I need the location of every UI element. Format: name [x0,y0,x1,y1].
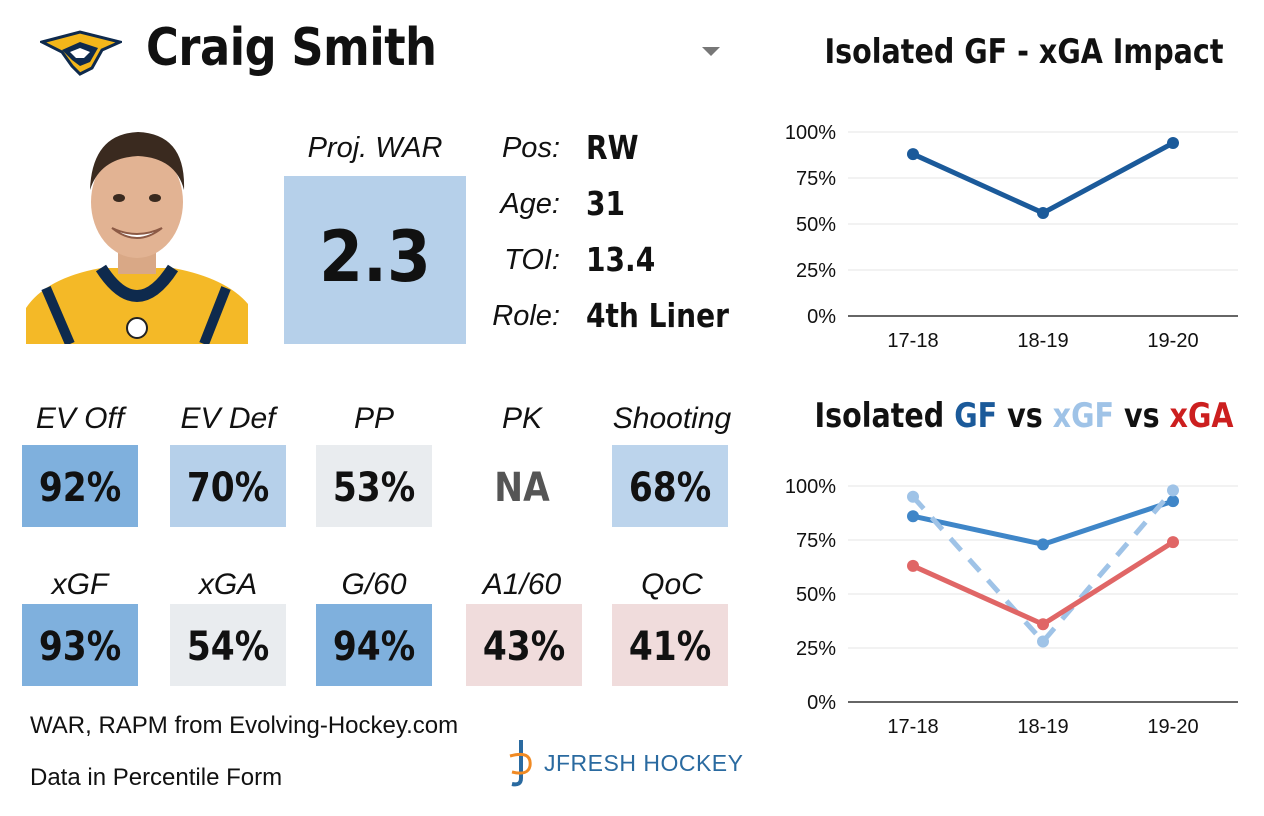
stat-value-ev-off: 92% [38,465,122,511]
info-value-age: 31 [586,184,626,223]
stat-label-ev-def: EV Def [180,402,276,435]
team-logo [40,30,122,76]
stat-label-ev-off: EV Off [35,402,125,435]
chart2-ytick-label: 50% [796,584,836,606]
stat-box-ev-off: 92% [22,445,138,527]
info-value-role: 4th Liner [586,296,729,335]
chart2-data-point [1167,536,1179,549]
stat-value-g60: 94% [332,624,416,670]
chart2-xtick-label: 17-18 [887,716,938,738]
chart1-data-point [907,148,919,161]
stat-value-ev-def: 70% [186,465,270,511]
stat-label-pk: PK [501,402,543,435]
player-dropdown-chevron-icon[interactable] [702,47,720,56]
info-label-age: Age: [500,188,560,220]
stat-box-a160: 43% [466,604,582,686]
chart1-xtick-label: 17-18 [887,330,938,352]
chart2-data-point [1167,484,1179,497]
stat-box-pk: NA [464,445,580,527]
chart1-ytick-label: 50% [796,214,836,236]
stat-label-xgf: xGF [51,568,109,601]
player-photo [26,132,248,344]
chart2-ytick-label: 25% [796,638,836,660]
proj-war-label: Proj. WAR [307,132,443,164]
jfresh-logo-icon [509,740,532,787]
stat-value-pk: NA [494,465,550,511]
chart2-data-point [907,559,919,572]
stat-value-xgf: 93% [38,624,122,670]
info-label-pos: Pos: [501,132,560,164]
stat-box-xga: 54% [170,604,286,686]
chart2-ytick-label: 0% [807,692,836,714]
chart2-ytick-label: 100% [785,476,836,498]
stat-label-shooting: Shooting [612,402,732,435]
chart2-data-point [1037,538,1049,551]
chart1-ytick-label: 25% [796,260,836,282]
chart2-ytick-label: 75% [796,530,836,552]
info-label-role: Role: [492,300,560,332]
stat-value-pp: 53% [332,465,416,511]
brand-name: JFRESH HOCKEY [544,750,744,776]
chart2-xtick-label: 18-19 [1017,716,1068,738]
chart1-data-point [1167,137,1179,150]
stat-value-xga: 54% [186,624,270,670]
stat-box-shooting: 68% [612,445,728,527]
stat-label-xga: xGA [198,568,258,601]
chart1-ytick-label: 75% [796,168,836,190]
stat-box-qoc: 41% [612,604,728,686]
info-value-toi: 13.4 [586,240,656,279]
chart1-xtick-label: 18-19 [1017,330,1068,352]
stat-value-shooting: 68% [628,465,712,511]
stat-value-a160: 43% [482,624,566,670]
chart2-data-point [907,510,919,523]
chart2-data-point [1167,495,1179,508]
chart1-xtick-label: 19-20 [1147,330,1198,352]
stat-label-a160: A1/60 [482,568,562,601]
stat-box-pp: 53% [316,445,432,527]
footer-note: Data in Percentile Form [30,764,283,791]
info-value-pos: RW [586,128,639,167]
stat-label-qoc: QoC [641,568,703,601]
chart2-title: Isolated GF vs xGF vs xGA [802,396,1246,436]
chart2-data-point [1037,635,1049,648]
chart2-data-point [907,490,919,503]
chart2-series-line-xga [911,540,1175,627]
chart2-title-part-3: vs [997,396,1053,436]
chart1-title: Isolated GF - xGA Impact [824,32,1224,72]
footer-source: WAR, RAPM from Evolving-Hockey.com [30,712,459,739]
proj-war-value: 2.3 [319,216,431,298]
chart2-title-part-1: Isolated [814,396,955,436]
chart1-data-point [1037,206,1049,219]
chart2-title-part-6: xGA [1169,396,1234,436]
chart2-title-part-2: GF [954,396,998,436]
stat-value-qoc: 41% [628,624,712,670]
player-name: Craig Smith [146,18,437,78]
chart1-ytick-label: 100% [785,122,836,144]
stat-box-xgf: 93% [22,604,138,686]
stat-box-g60: 94% [316,604,432,686]
proj-war-box: 2.3 [284,176,466,344]
stat-label-g60: G/60 [341,568,407,601]
chart2-title-part-5: vs [1114,396,1170,436]
info-label-toi: TOI: [504,244,560,276]
chart2-series-line-xgf [911,488,1175,645]
chart1-ytick-label: 0% [807,306,836,328]
chart2-title-part-4: xGF [1052,396,1115,436]
chart2-xtick-label: 19-20 [1147,716,1198,738]
stat-box-ev-def: 70% [170,445,286,527]
chart2-data-point [1037,618,1049,631]
stat-label-pp: PP [353,402,395,435]
